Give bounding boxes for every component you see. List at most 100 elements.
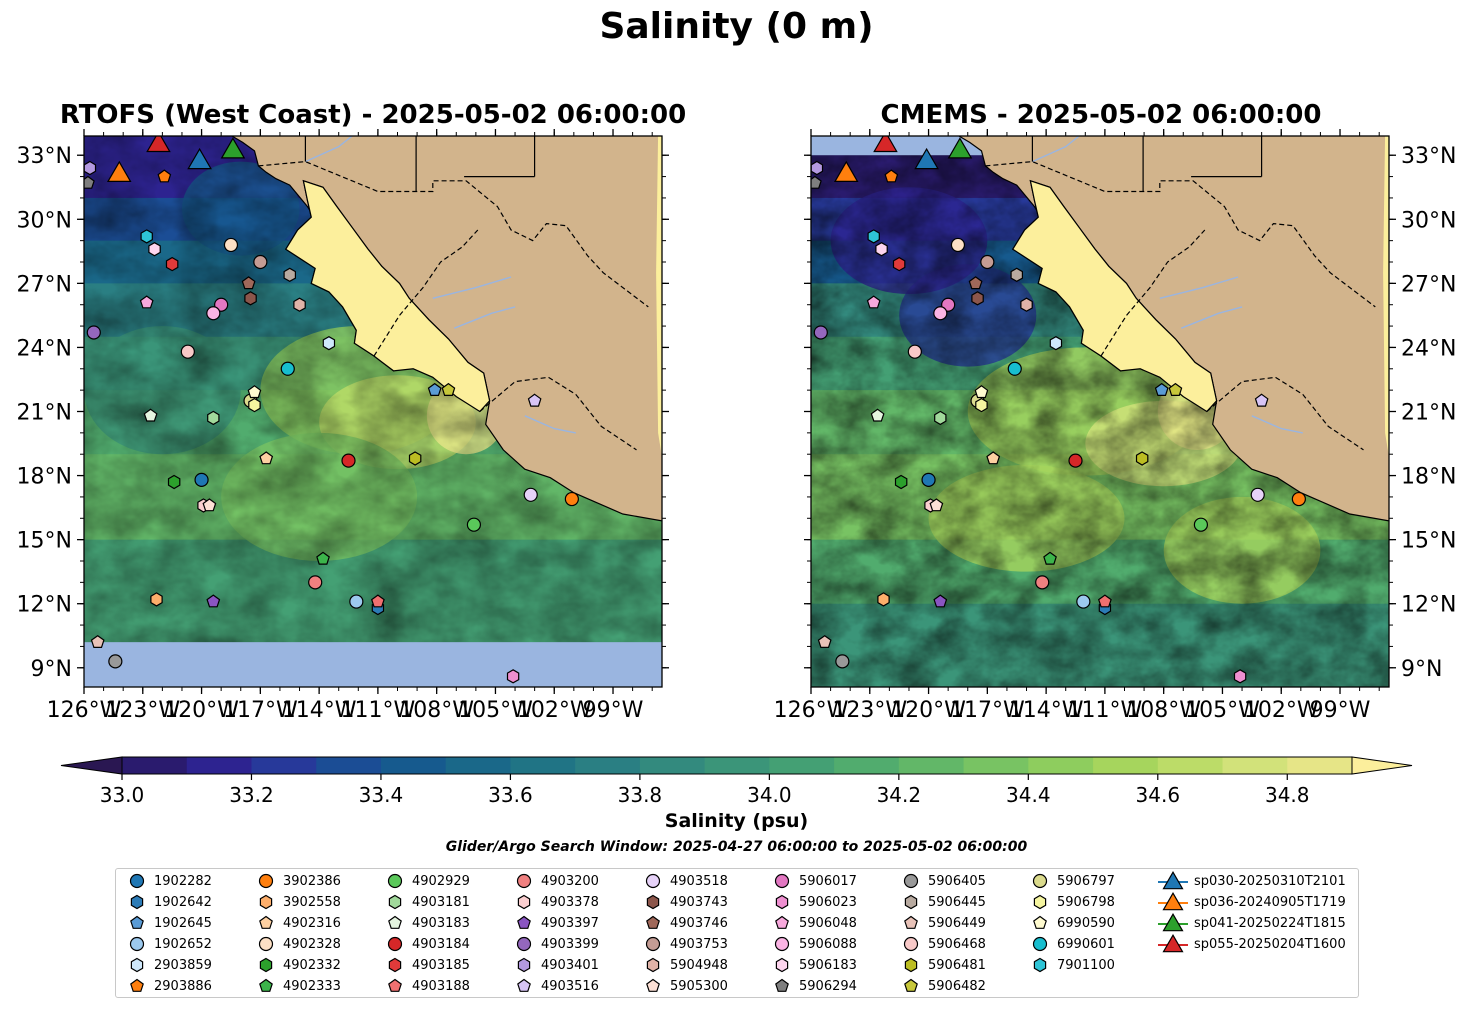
legend-label: 5906482 [928, 978, 986, 994]
x-tick-label: 99°W [1310, 698, 1371, 723]
instrument-1902652 [349, 594, 364, 609]
legend-label: 3902558 [283, 894, 341, 910]
legend-label: 4903378 [541, 894, 599, 910]
legend-item: 5906468 [900, 934, 986, 954]
legend-label: 5906405 [928, 873, 986, 889]
instrument-sp036-20240905T1719 [106, 160, 132, 182]
instrument-4903399 [813, 325, 828, 340]
figure-title: Salinity (0 m) [599, 6, 874, 47]
instrument-5906449 [817, 634, 832, 649]
country-border [479, 376, 637, 451]
legend-item: 4903378 [513, 892, 599, 912]
legend-label: 4903743 [670, 894, 728, 910]
legend-label: sp036-20240905T1719 [1194, 894, 1346, 910]
legend-marker-4903183 [388, 915, 402, 929]
instrument-5906088 [933, 306, 948, 321]
legend-item: 5905300 [642, 976, 728, 996]
instrument-3902386 [564, 491, 579, 507]
y-tick-label: 27°N [1401, 272, 1456, 297]
axes-rtofs: 126°W123°W120°W117°W114°W111°W108°W105°W… [17, 129, 669, 723]
instrument-5906294 [84, 175, 95, 189]
legend-marker-4902929 [387, 873, 403, 889]
y-tick-label: 33°N [17, 144, 72, 169]
legend-marker-4903746 [646, 915, 660, 929]
instrument-5906183 [875, 242, 888, 257]
legend-marker-1902645 [130, 915, 144, 929]
legend-marker-4903397 [517, 915, 531, 929]
colorbar-segment [898, 757, 965, 774]
legend-item: 5906482 [900, 976, 986, 996]
river-line [305, 136, 354, 163]
legend-label: 5906017 [799, 873, 857, 889]
legend-marker-1902642 [130, 894, 144, 910]
instrument-4902333 [316, 551, 330, 565]
legend-label: 4902316 [283, 915, 341, 931]
instrument-6990601 [280, 361, 295, 376]
instrument-1902282 [194, 472, 209, 487]
legend-item: 1902645 [126, 913, 212, 933]
legend-item: 5906405 [900, 871, 986, 891]
legend-label: 6990590 [1057, 915, 1115, 931]
legend-marker-sp030-20250310T2101 [1162, 871, 1184, 890]
legend-item: 4903399 [513, 934, 599, 954]
legend-marker-4902328 [258, 936, 274, 952]
legend-label: 4903746 [670, 915, 728, 931]
legend-marker-4903181 [388, 894, 402, 910]
instrument-4902332 [167, 474, 181, 490]
legend-label: sp055-20250204T1600 [1194, 936, 1346, 952]
instrument-1902652 [1076, 594, 1091, 609]
river-line [1159, 276, 1239, 299]
y-tick-label: 9°N [1401, 657, 1442, 682]
x-tick-label: 111°W [1068, 698, 1143, 723]
legend-label: 1902642 [154, 894, 212, 910]
y-tick-label: 33°N [1401, 144, 1456, 169]
country-border [1100, 229, 1206, 357]
legend-marker-1902282 [129, 873, 145, 889]
map-panel-rtofs [84, 136, 662, 687]
legend-label: 3902386 [283, 873, 341, 889]
instrument-4903185 [892, 256, 906, 272]
instrument-sp030-20250310T2101 [187, 147, 212, 170]
colorbar: 33.0 33.2 33.4 33.6 33.8 34.0 34.2 34.4 34.6 34.8 [60, 756, 1413, 807]
instrument-7901100 [867, 229, 880, 244]
instrument-4902929 [1193, 517, 1209, 532]
legend-marker-2903859 [130, 957, 144, 973]
colorbar-tick-label: 33.4 [359, 783, 404, 807]
x-tick-label: 99°W [583, 698, 644, 723]
legend-label: 5906798 [1057, 894, 1115, 910]
instrument-5905300 [202, 498, 217, 512]
legend-label: 5906797 [1057, 873, 1115, 889]
instrument-2903886 [157, 169, 172, 183]
colorbar-over-arrow [1351, 756, 1413, 775]
legend-label: 5906445 [928, 894, 986, 910]
legend-marker-5906088 [774, 936, 790, 952]
x-tick-label: 120°W [164, 698, 239, 723]
no-data-region [84, 642, 662, 687]
instrument-5906445 [1010, 267, 1024, 282]
colorbar-segment [316, 757, 382, 774]
legend-marker-4903518 [645, 873, 661, 889]
legend-label: 4903185 [412, 957, 470, 973]
instrument-sp036-20240905T1719 [833, 160, 859, 182]
instrument-4902333 [1043, 551, 1057, 565]
legend-label: 4903516 [541, 978, 599, 994]
instrument-5906405 [835, 654, 850, 669]
legend-marker-4903743 [646, 894, 660, 910]
instrument-4903397 [933, 594, 948, 608]
instrument-sp030-20250310T2101 [914, 147, 939, 170]
legend-label: 4902929 [412, 873, 470, 889]
legend-label: 4903518 [670, 873, 728, 889]
instrument-4903185 [165, 256, 179, 272]
legend-marker-5906798 [1033, 894, 1047, 910]
legend-item: 5906445 [900, 892, 986, 912]
colorbar-segment [834, 757, 900, 774]
country-border [1206, 376, 1364, 451]
colorbar-segment [1028, 757, 1094, 774]
x-tick-label: 123°W [832, 698, 907, 723]
instrument-5906088 [206, 306, 221, 321]
legend-item: 5906017 [771, 871, 857, 891]
panel-title-cmems: CMEMS - 2025-05-02 06:00:00 [880, 100, 1322, 130]
legend-label: 4903401 [541, 957, 599, 973]
instrument-4902929 [466, 517, 482, 532]
legend-marker-1902652 [129, 936, 145, 952]
